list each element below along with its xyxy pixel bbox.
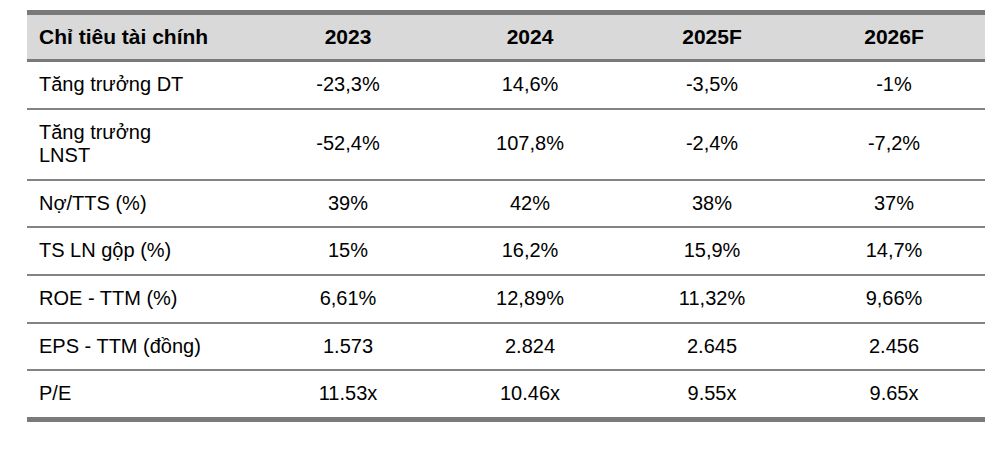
metric-value: -23,3% [257, 61, 439, 109]
metric-label: TS LN gộp (%) [27, 227, 257, 275]
column-header-2024: 2024 [439, 13, 621, 61]
column-header-2023: 2023 [257, 13, 439, 61]
metric-value: -1% [803, 61, 985, 109]
table-row-revenue-growth: Tăng trưởng DT -23,3% 14,6% -3,5% -1% [27, 61, 985, 109]
metric-label: P/E [27, 370, 257, 419]
metric-value: 6,61% [257, 275, 439, 323]
metric-value: 2.456 [803, 323, 985, 371]
metric-label: Nợ/TTS (%) [27, 180, 257, 228]
metric-label: Tăng trưởng LNST [27, 109, 257, 180]
metric-value: 39% [257, 180, 439, 228]
table-body: Tăng trưởng DT -23,3% 14,6% -3,5% -1% Tă… [27, 61, 985, 420]
header-row: Chỉ tiêu tài chính 2023 2024 2025F 2026F [27, 13, 985, 61]
metric-value: 9.55x [621, 370, 803, 419]
metric-value: 11,32% [621, 275, 803, 323]
metric-value: 107,8% [439, 109, 621, 180]
financial-metrics-table: Chỉ tiêu tài chính 2023 2024 2025F 2026F… [27, 10, 985, 422]
column-header-2026f: 2026F [803, 13, 985, 61]
metric-value: 11.53x [257, 370, 439, 419]
metric-value: -7,2% [803, 109, 985, 180]
metric-label: ROE - TTM (%) [27, 275, 257, 323]
metric-value: 9.65x [803, 370, 985, 419]
table-row-roe-ttm: ROE - TTM (%) 6,61% 12,89% 11,32% 9,66% [27, 275, 985, 323]
column-header-metric: Chỉ tiêu tài chính [27, 13, 257, 61]
metric-label: EPS - TTM (đồng) [27, 323, 257, 371]
metric-value: 15% [257, 227, 439, 275]
metric-value: 2.824 [439, 323, 621, 371]
metric-value: 37% [803, 180, 985, 228]
metric-value: 12,89% [439, 275, 621, 323]
metric-value: 10.46x [439, 370, 621, 419]
metric-value: 1.573 [257, 323, 439, 371]
metric-value: 42% [439, 180, 621, 228]
metric-value: 14,7% [803, 227, 985, 275]
metric-value: -3,5% [621, 61, 803, 109]
metric-value: 38% [621, 180, 803, 228]
table-row-pe-ratio: P/E 11.53x 10.46x 9.55x 9.65x [27, 370, 985, 419]
table-row-gross-margin: TS LN gộp (%) 15% 16,2% 15,9% 14,7% [27, 227, 985, 275]
metric-value: -2,4% [621, 109, 803, 180]
metric-value: 16,2% [439, 227, 621, 275]
metric-value: 14,6% [439, 61, 621, 109]
table-row-profit-growth: Tăng trưởng LNST -52,4% 107,8% -2,4% -7,… [27, 109, 985, 180]
metric-value: 2.645 [621, 323, 803, 371]
metric-value: 9,66% [803, 275, 985, 323]
table-row-eps-ttm: EPS - TTM (đồng) 1.573 2.824 2.645 2.456 [27, 323, 985, 371]
metric-value: 15,9% [621, 227, 803, 275]
table-row-debt-to-assets: Nợ/TTS (%) 39% 42% 38% 37% [27, 180, 985, 228]
column-header-2025f: 2025F [621, 13, 803, 61]
table-header: Chỉ tiêu tài chính 2023 2024 2025F 2026F [27, 13, 985, 61]
financial-table-container: Chỉ tiêu tài chính 2023 2024 2025F 2026F… [27, 10, 985, 422]
metric-value: -52,4% [257, 109, 439, 180]
metric-label: Tăng trưởng DT [27, 61, 257, 109]
